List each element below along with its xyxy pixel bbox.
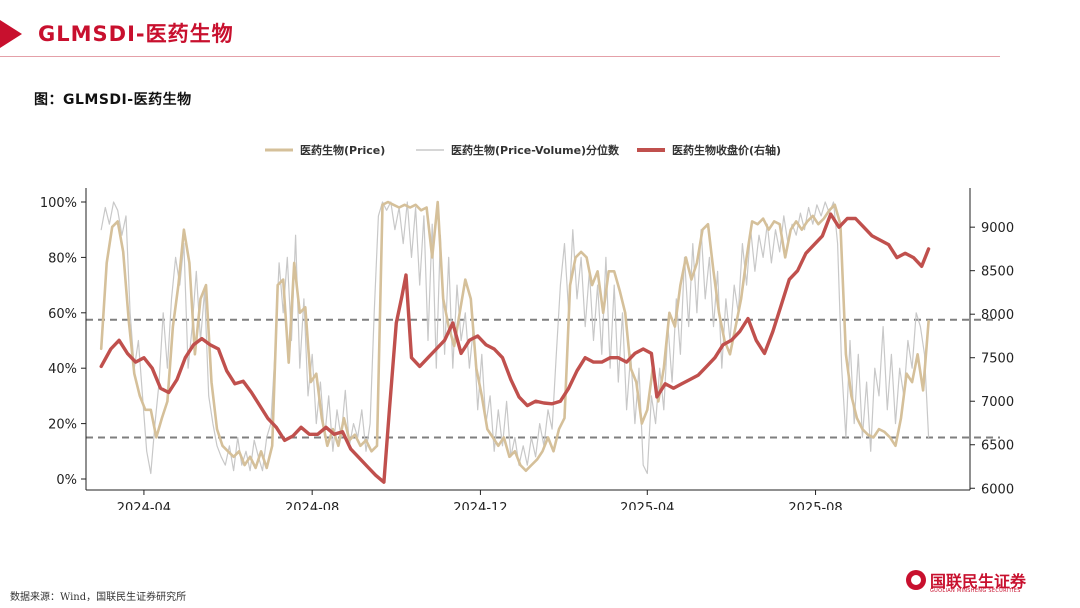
figure-title: 图：GLMSDI-医药生物 xyxy=(34,92,192,108)
series-line-price xyxy=(99,200,930,473)
x-tick-label: 2025-08 xyxy=(788,501,842,510)
y-left-tick-label: 80% xyxy=(48,251,77,266)
brand-name: 国联民生证券 xyxy=(930,572,1027,591)
y-right-tick-label: 7000 xyxy=(981,395,1014,410)
section-title: GLMSDI-医药生物 xyxy=(38,22,234,46)
series-layer xyxy=(99,200,931,484)
x-tick-label: 2024-04 xyxy=(117,501,171,510)
header-arrow-icon xyxy=(0,20,22,48)
brand-logo-icon xyxy=(906,570,926,590)
series-line-price-volume xyxy=(100,201,930,475)
series-line-close xyxy=(99,212,931,484)
legend-label: 医药生物(Price) xyxy=(300,143,385,157)
brand-logo: 国联民生证券 GUOLIAN MINSHENG SECURITIES xyxy=(906,566,1066,598)
x-tick-label: 2024-08 xyxy=(285,501,339,510)
y-right-tick-label: 6500 xyxy=(981,439,1014,454)
section-header: GLMSDI-医药生物 xyxy=(0,18,1080,56)
legend-label: 医药生物收盘价(右轴) xyxy=(672,143,781,157)
line-chart: 医药生物(Price) 医药生物(Price-Volume)分位数 医药生物收盘价(… xyxy=(40,143,1014,510)
y-left-tick-label: 40% xyxy=(48,362,77,377)
reference-lines xyxy=(86,318,1000,439)
y-right-tick-label: 8000 xyxy=(981,308,1014,323)
source-note: 数据来源：Wind，国联民生证券研究所 xyxy=(10,592,187,603)
y-left-tick-label: 20% xyxy=(48,418,77,433)
y-right-tick-label: 6000 xyxy=(981,482,1014,497)
y-right-tick-label: 9000 xyxy=(981,221,1014,236)
chart-legend: 医药生物(Price) 医药生物(Price-Volume)分位数 医药生物收盘价(… xyxy=(265,143,781,157)
header-divider xyxy=(0,56,1000,57)
y-left-tick-label: 100% xyxy=(40,196,77,211)
y-right-tick-label: 8500 xyxy=(981,265,1014,280)
chart-axes: 0% 20% 40% 60% 80% 100% 6000 6500 7000 7500 8000 85… xyxy=(40,188,1014,510)
brand-subtitle: GUOLIAN MINSHENG SECURITIES xyxy=(930,588,1021,594)
x-tick-label: 2024-12 xyxy=(453,501,507,510)
legend-label: 医药生物(Price-Volume)分位数 xyxy=(451,143,620,157)
y-left-tick-label: 60% xyxy=(48,307,77,322)
y-left-tick-label: 0% xyxy=(56,473,77,488)
x-tick-label: 2025-04 xyxy=(620,501,674,510)
y-right-tick-label: 7500 xyxy=(981,352,1014,367)
